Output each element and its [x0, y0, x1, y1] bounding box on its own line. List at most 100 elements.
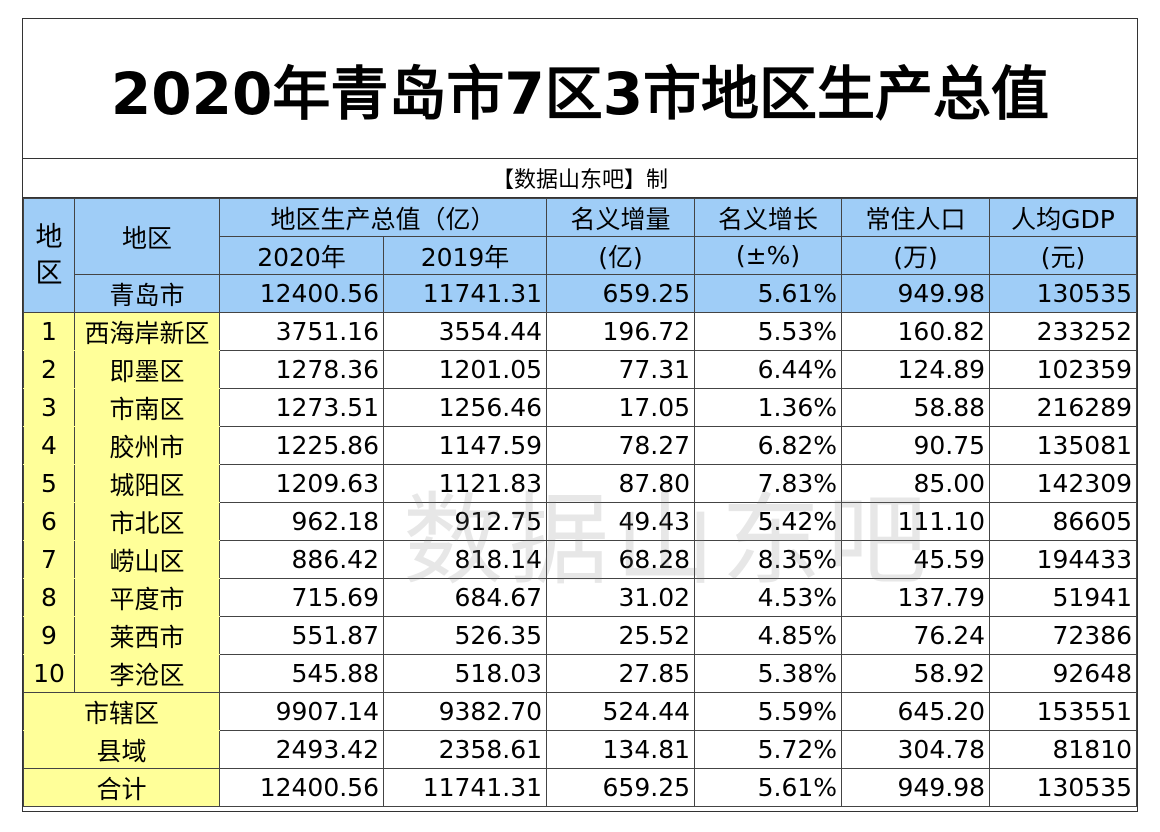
region-name: 莱西市 — [74, 616, 220, 655]
qingdao-total-row: 青岛市 12400.56 11741.31 659.25 5.61% 949.9… — [24, 274, 1138, 313]
cell: 912.75 — [382, 502, 548, 541]
cell: 2358.61 — [382, 730, 548, 769]
header-index: 地区 — [23, 198, 75, 313]
cell: 5.38% — [694, 654, 843, 693]
cell: 4.85% — [694, 616, 843, 655]
table-row: 9 莱西市 551.87 526.35 25.52 4.85% 76.24 72386 — [23, 616, 1138, 655]
row-index: 7 — [23, 540, 75, 579]
cell: 90.75 — [841, 426, 991, 465]
region-name: 即墨区 — [74, 350, 220, 389]
table-row: 3 市南区 1273.51 1256.46 17.05 1.36% 58.88 216289 — [23, 388, 1138, 427]
cell: 153551 — [989, 692, 1138, 731]
header-row: 地区 地区 地区生产总值（亿） 名义增量 名义增长 常住人口 人均GDP — [23, 198, 1138, 313]
cell: 135081 — [989, 426, 1138, 465]
cell: 130535 — [989, 768, 1138, 807]
cell: 142309 — [989, 464, 1138, 503]
cell: 76.24 — [841, 616, 991, 655]
cell: 526.35 — [382, 616, 548, 655]
cell: 3554.44 — [382, 312, 548, 351]
cell: 134.81 — [546, 730, 696, 769]
cell: 137.79 — [841, 578, 991, 617]
header-growth-unit: (±%) — [694, 236, 843, 275]
cell: 194433 — [989, 540, 1138, 579]
cell: 818.14 — [382, 540, 548, 579]
summary-label: 合计 — [23, 768, 220, 807]
cell: 233252 — [989, 312, 1138, 351]
row-index: 3 — [23, 388, 75, 427]
cell: 92648 — [989, 654, 1138, 693]
table-row: 7 崂山区 886.42 818.14 68.28 8.35% 45.59 194433 — [23, 540, 1138, 579]
cell: 5.42% — [694, 502, 843, 541]
header-increment-unit: (亿) — [546, 236, 696, 275]
row-index: 9 — [23, 616, 75, 655]
table-row: 2 即墨区 1278.36 1201.05 77.31 6.44% 124.89 102359 — [23, 350, 1138, 389]
table-row: 4 胶州市 1225.86 1147.59 78.27 6.82% 90.75 135081 — [23, 426, 1138, 465]
cell: 78.27 — [546, 426, 696, 465]
header-region: 地区 — [74, 198, 220, 275]
cell: 1209.63 — [219, 464, 384, 503]
header-increment: 名义增量 — [546, 198, 696, 237]
cell: 87.80 — [546, 464, 696, 503]
cell: 51941 — [989, 578, 1138, 617]
cell: 962.18 — [219, 502, 384, 541]
cell: 886.42 — [219, 540, 384, 579]
cell: 130535 — [989, 274, 1138, 313]
cell: 111.10 — [841, 502, 991, 541]
subtitle: 【数据山东吧】制 — [23, 159, 1137, 198]
gdp-table: 地区 地区 地区生产总值（亿） 名义增量 名义增长 常住人口 人均GDP 202… — [23, 198, 1138, 807]
cell: 86605 — [989, 502, 1138, 541]
cell: 1121.83 — [382, 464, 548, 503]
header-gdp: 地区生产总值（亿） — [218, 198, 548, 237]
cell: 3751.16 — [219, 312, 384, 351]
cell: 12400.56 — [219, 274, 384, 313]
cell: 9907.14 — [219, 692, 384, 731]
cell: 85.00 — [841, 464, 991, 503]
cell: 1278.36 — [219, 350, 384, 389]
cell: 551.87 — [219, 616, 384, 655]
cell: 45.59 — [841, 540, 991, 579]
cell: 5.61% — [694, 768, 843, 807]
cell: 6.82% — [694, 426, 843, 465]
cell: 25.52 — [546, 616, 696, 655]
cell: 684.67 — [382, 578, 548, 617]
region-name: 平度市 — [74, 578, 220, 617]
cell: 1256.46 — [382, 388, 548, 427]
cell: 8.35% — [694, 540, 843, 579]
cell: 72386 — [989, 616, 1138, 655]
cell: 58.88 — [841, 388, 991, 427]
table-row: 6 市北区 962.18 912.75 49.43 5.42% 111.10 86605 — [23, 502, 1138, 541]
cell: 5.53% — [694, 312, 843, 351]
cell: 17.05 — [546, 388, 696, 427]
cell: 216289 — [989, 388, 1138, 427]
cell: 124.89 — [841, 350, 991, 389]
cell: 49.43 — [546, 502, 696, 541]
summary-row: 县域 2493.42 2358.61 134.81 5.72% 304.78 81810 — [23, 730, 1138, 769]
cell: 9382.70 — [382, 692, 548, 731]
row-index: 4 — [23, 426, 75, 465]
cell: 2493.42 — [219, 730, 384, 769]
region-name: 胶州市 — [74, 426, 220, 465]
cell: 196.72 — [546, 312, 696, 351]
cell: 545.88 — [219, 654, 384, 693]
cell: 715.69 — [219, 578, 384, 617]
cell: 青岛市 — [74, 274, 220, 313]
cell: 304.78 — [841, 730, 991, 769]
summary-row: 合计 12400.56 11741.31 659.25 5.61% 949.98 13053… — [23, 768, 1138, 807]
summary-label: 县域 — [23, 730, 220, 769]
cell: 1225.86 — [219, 426, 384, 465]
cell: 949.98 — [841, 274, 991, 313]
region-name: 李沧区 — [74, 654, 220, 693]
cell: 7.83% — [694, 464, 843, 503]
header-per-capita-unit: (元) — [989, 236, 1138, 275]
row-index: 2 — [23, 350, 75, 389]
table-row: 10 李沧区 545.88 518.03 27.85 5.38% 58.92 92648 — [23, 654, 1138, 693]
row-index: 10 — [23, 654, 75, 693]
cell: 12400.56 — [219, 768, 384, 807]
summary-label: 市辖区 — [23, 692, 220, 731]
cell: 5.59% — [694, 692, 843, 731]
region-name: 城阳区 — [74, 464, 220, 503]
cell: 6.44% — [694, 350, 843, 389]
cell: 1147.59 — [382, 426, 548, 465]
header-per-capita: 人均GDP — [989, 198, 1138, 237]
header-2020: 2020年 — [219, 236, 384, 275]
